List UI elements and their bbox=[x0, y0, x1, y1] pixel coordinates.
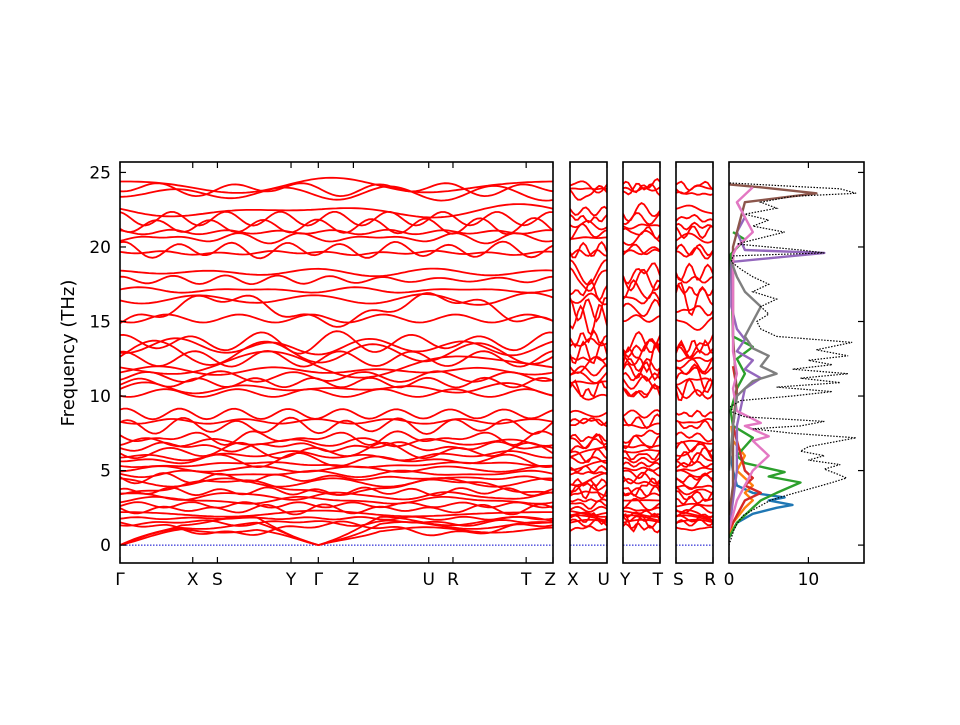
y-tick-label: 20 bbox=[89, 238, 111, 258]
band-line bbox=[623, 263, 660, 283]
k-point-label: U bbox=[598, 570, 610, 590]
band-line bbox=[676, 317, 713, 330]
band-line bbox=[623, 203, 660, 221]
band-line bbox=[623, 245, 660, 255]
band-line bbox=[120, 178, 553, 193]
y-tick-label: 0 bbox=[100, 536, 111, 556]
dos-x-tick-label: 10 bbox=[798, 570, 820, 590]
band-line bbox=[676, 182, 713, 191]
band-line bbox=[676, 411, 713, 417]
k-point-label: Γ bbox=[314, 570, 324, 590]
k-point-label: Z bbox=[348, 570, 360, 590]
band-line bbox=[623, 450, 660, 453]
band-line bbox=[570, 215, 607, 223]
band-panel-3 bbox=[623, 179, 660, 545]
band-line bbox=[570, 237, 607, 239]
k-point-label: Γ bbox=[115, 570, 125, 590]
y-axis-label: Frequency (THz) bbox=[58, 280, 79, 427]
band-line bbox=[623, 462, 660, 466]
k-point-label: T bbox=[652, 570, 664, 590]
band-line bbox=[120, 233, 553, 243]
band-line bbox=[120, 293, 553, 305]
k-point-label: U bbox=[423, 570, 435, 590]
band-line bbox=[120, 275, 553, 284]
band-line bbox=[676, 527, 713, 530]
k-point-label: X bbox=[187, 570, 199, 590]
band-line bbox=[120, 438, 553, 446]
band-line bbox=[623, 293, 660, 304]
band-line bbox=[120, 287, 553, 293]
dos-panel-curves bbox=[729, 183, 856, 545]
k-point-label: T bbox=[520, 570, 532, 590]
band-line bbox=[623, 224, 660, 228]
band-panel-1 bbox=[120, 178, 553, 545]
band-line bbox=[676, 264, 713, 281]
y-tick-label: 5 bbox=[100, 462, 111, 482]
band-line bbox=[570, 188, 607, 189]
band-line bbox=[120, 315, 553, 323]
band-line bbox=[623, 300, 660, 316]
band-line bbox=[676, 206, 713, 214]
band-structure-lines bbox=[120, 178, 713, 545]
k-point-label: X bbox=[567, 570, 579, 590]
k-point-label: Y bbox=[285, 570, 297, 590]
k-point-label: R bbox=[447, 570, 459, 590]
k-point-label: Y bbox=[619, 570, 631, 590]
band-line bbox=[120, 269, 553, 277]
k-point-label: S bbox=[673, 570, 684, 590]
band-line bbox=[570, 268, 607, 291]
y-tick-label: 10 bbox=[89, 387, 111, 407]
band-line bbox=[120, 212, 553, 226]
y-tick-label: 15 bbox=[89, 313, 111, 333]
band-line bbox=[570, 411, 607, 417]
band-line bbox=[570, 207, 607, 216]
dos-x-tick-label: 0 bbox=[724, 570, 735, 590]
band-line bbox=[570, 366, 607, 376]
band-panel-2 bbox=[570, 181, 607, 545]
k-point-label: R bbox=[704, 570, 716, 590]
band-line bbox=[570, 526, 607, 531]
band-line bbox=[676, 215, 713, 222]
k-point-label: Z bbox=[544, 570, 556, 590]
k-point-label: S bbox=[212, 570, 223, 590]
y-tick-label: 25 bbox=[89, 163, 111, 183]
band-panel-4 bbox=[676, 182, 713, 545]
band-line bbox=[120, 251, 553, 255]
dos-curves bbox=[729, 183, 856, 545]
band-line bbox=[120, 517, 553, 520]
band-line bbox=[623, 213, 660, 224]
partial-dos-series-6 bbox=[729, 184, 816, 515]
band-line bbox=[676, 285, 713, 295]
partial-dos-series-3 bbox=[729, 232, 801, 538]
